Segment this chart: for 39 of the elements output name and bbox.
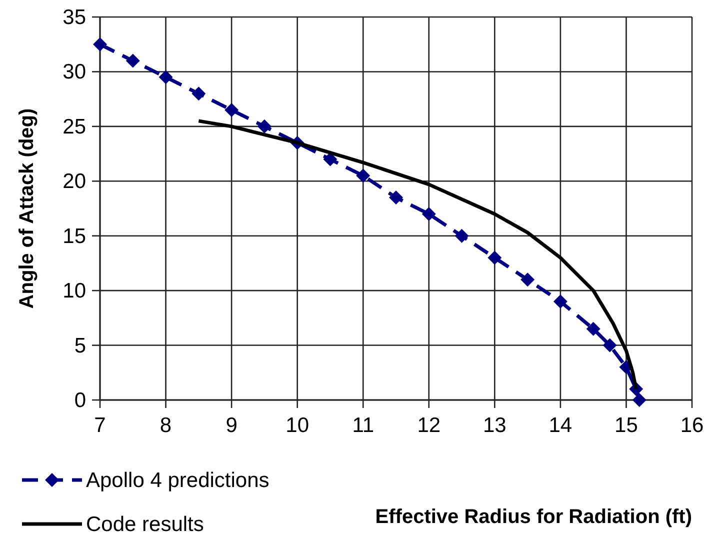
x-tick-label: 10 [286,414,310,437]
y-tick-label: 35 [62,6,86,29]
point [520,272,535,287]
x-tick-label: 7 [94,414,106,437]
point [454,228,469,243]
point [553,294,568,309]
x-tick-label: 9 [226,414,238,437]
x-tick-label: 14 [548,414,572,437]
x-tick-label: 8 [160,414,172,437]
y-tick-label: 20 [62,170,86,194]
x-axis-title: Effective Radius for Radiation (ft) [375,506,692,528]
point [192,86,206,101]
point [586,322,600,336]
x-tick-label: 11 [352,414,374,437]
point [632,393,646,407]
point [126,54,140,68]
y-tick-label: 0 [74,389,86,412]
y-tick-label: 25 [62,115,86,138]
point [389,190,403,205]
point [257,119,272,134]
point [323,152,338,166]
point [93,37,107,52]
point [602,338,617,352]
x-tick-label: 16 [680,414,704,437]
point [356,168,370,183]
legend-label: Code results [86,513,204,536]
y-tick-label: 30 [62,60,86,84]
y-tick-label: 5 [74,334,86,358]
x-tick-label: 15 [614,414,638,437]
point [224,103,239,118]
x-tick-label: 13 [482,414,506,437]
x-tick-label: 12 [417,414,441,437]
y-tick-label: 15 [62,224,86,248]
y-axis-title: Angle of Attack (deg) [16,108,38,309]
point [158,70,173,84]
legend-label: Apollo 4 predictions [86,469,270,492]
point [488,250,502,265]
point [422,206,436,221]
y-tick-label: 10 [62,280,86,303]
